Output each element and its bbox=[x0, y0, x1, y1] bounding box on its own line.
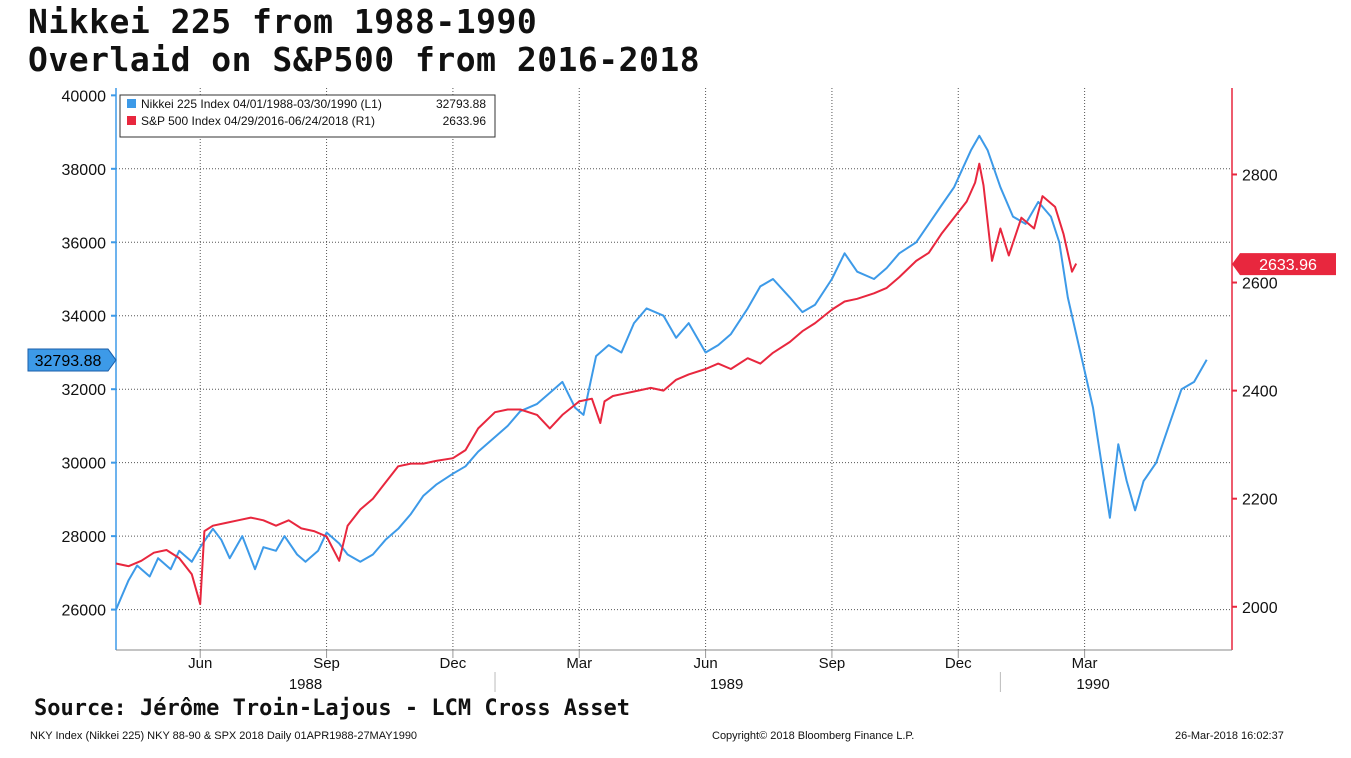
x-tick-label: Dec bbox=[945, 655, 972, 672]
legend-last-value: 32793.88 bbox=[436, 97, 486, 111]
legend-label: S&P 500 Index 04/29/2016-06/24/2018 (R1) bbox=[141, 114, 375, 128]
x-tick-label: Jun bbox=[693, 655, 717, 672]
legend-swatch-spx bbox=[127, 116, 136, 125]
left-tick-label: 38000 bbox=[62, 162, 107, 179]
legend-box bbox=[119, 94, 496, 138]
x-tick-label: Dec bbox=[440, 655, 467, 672]
left-tick-label: 32000 bbox=[62, 382, 107, 399]
chart-title-line1: Nikkei 225 from 1988-1990 bbox=[28, 2, 538, 41]
right-tick-label: 2800 bbox=[1242, 167, 1278, 184]
right-tick-label: 2600 bbox=[1242, 276, 1278, 293]
x-tick-label: Sep bbox=[819, 655, 846, 672]
last-value-text-left: 32793.88 bbox=[35, 353, 102, 370]
series-line-spx bbox=[115, 162, 1078, 606]
x-tick-label: Mar bbox=[1072, 655, 1098, 672]
x-year-label: 1989 bbox=[710, 676, 743, 693]
last-value-text-right: 2633.96 bbox=[1259, 257, 1317, 274]
left-tick-label: 40000 bbox=[62, 88, 107, 105]
right-tick-label: 2000 bbox=[1242, 600, 1278, 617]
left-tick-label: 28000 bbox=[62, 529, 107, 546]
legend-label: Nikkei 225 Index 04/01/1988-03/30/1990 (… bbox=[141, 97, 382, 111]
right-tick-label: 2400 bbox=[1242, 384, 1278, 401]
last-value-tag-left bbox=[27, 348, 117, 372]
series-line-nikkei bbox=[115, 134, 1208, 610]
left-tick-label: 26000 bbox=[62, 603, 107, 620]
left-tick-label: 36000 bbox=[62, 235, 107, 252]
chart-title-line2: Overlaid on S&P500 from 2016-2018 bbox=[28, 40, 701, 79]
x-year-label: 1990 bbox=[1076, 676, 1109, 693]
footer-series-info: NKY Index (Nikkei 225) NKY 88-90 & SPX 2… bbox=[30, 730, 418, 742]
footer-timestamp: 26-Mar-2018 16:02:37 bbox=[1175, 730, 1284, 742]
x-tick-label: Mar bbox=[566, 655, 592, 672]
last-value-tag-right bbox=[1232, 253, 1336, 276]
x-tick-label: Jun bbox=[188, 655, 212, 672]
left-tick-label: 34000 bbox=[62, 309, 107, 326]
x-tick-label: Sep bbox=[313, 655, 340, 672]
left-tick-label: 30000 bbox=[62, 456, 107, 473]
x-year-label: 1988 bbox=[289, 676, 322, 693]
legend-last-value: 2633.96 bbox=[443, 114, 487, 128]
right-tick-label: 2200 bbox=[1242, 492, 1278, 509]
footer-copyright: Copyright© 2018 Bloomberg Finance L.P. bbox=[712, 730, 915, 742]
legend-swatch-nikkei bbox=[127, 99, 136, 108]
source-credit: Source: Jérôme Troin-Lajous - LCM Cross … bbox=[34, 696, 631, 721]
